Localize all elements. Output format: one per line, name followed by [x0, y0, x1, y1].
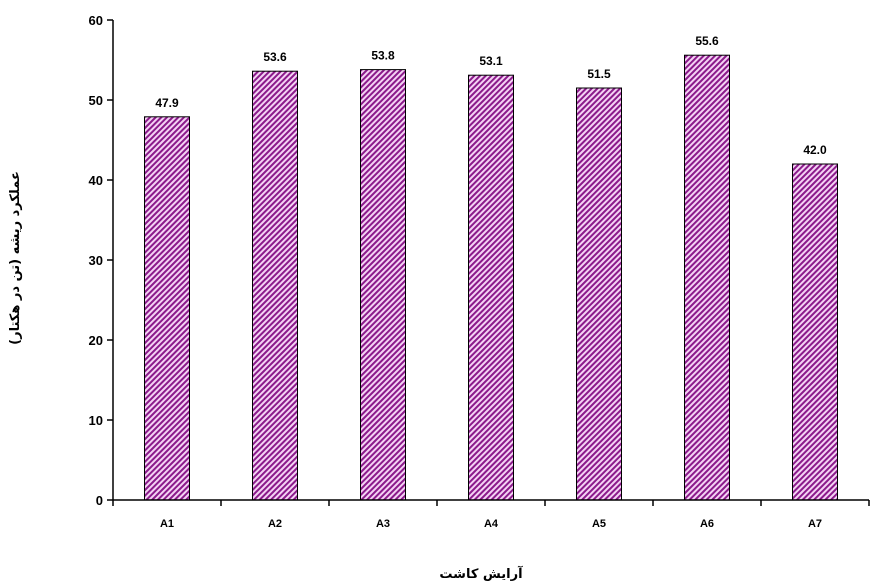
x-tick-label: A3	[376, 518, 390, 530]
data-label: 55.6	[695, 34, 719, 48]
y-tick-label: 30	[89, 253, 103, 268]
bar	[792, 163, 838, 501]
data-label: 51.5	[587, 67, 611, 81]
x-tick-label: A5	[592, 518, 606, 530]
bar	[360, 69, 406, 501]
x-tick-label: A7	[808, 518, 822, 530]
data-label: 53.8	[371, 49, 395, 63]
bar	[576, 87, 622, 501]
data-label: 53.6	[263, 50, 287, 64]
plot-area: 47.9 53.6 53.8 53.1 51.5 55.6 42.0 0 10 20 30 40 50 6…	[89, 13, 870, 530]
y-tick-label: 40	[89, 173, 103, 188]
y-axis-title: عملکرد ریشه (تن در هکتار)	[8, 171, 23, 345]
x-tick-label: A1	[160, 518, 174, 530]
data-label: 42.0	[803, 143, 827, 157]
bar	[144, 116, 190, 501]
y-tick-label: 60	[89, 13, 103, 28]
data-label: 47.9	[155, 96, 179, 110]
data-label: 53.1	[479, 54, 503, 68]
x-tick-label: A6	[700, 518, 714, 530]
y-tick-label: 0	[96, 493, 103, 508]
bar	[252, 70, 298, 501]
bar	[684, 54, 730, 501]
bar	[468, 74, 514, 501]
y-tick-label: 50	[89, 93, 103, 108]
x-tick-label: A2	[268, 518, 282, 530]
x-axis-title: آرایش کاشت	[439, 565, 523, 582]
x-tick-label: A4	[484, 518, 499, 530]
y-tick-label: 20	[89, 333, 103, 348]
y-tick-label: 10	[89, 413, 103, 428]
